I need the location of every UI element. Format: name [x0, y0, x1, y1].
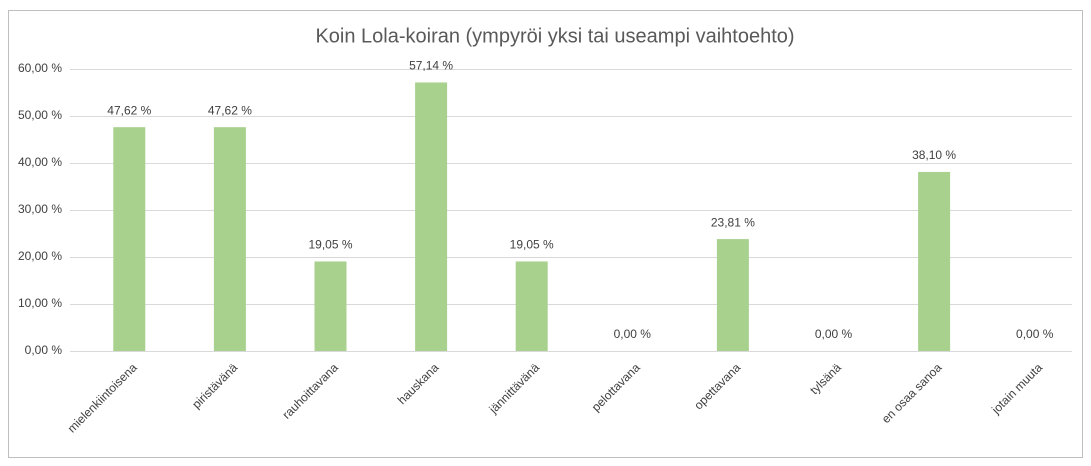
- data-label: 23,81 %: [711, 215, 755, 229]
- data-label: 47,62 %: [107, 103, 151, 117]
- y-tick-label: 10,00 %: [18, 296, 62, 310]
- bar: [213, 127, 246, 351]
- bar: [918, 171, 951, 351]
- data-label: 47,62 %: [208, 103, 252, 117]
- bar: [314, 261, 347, 351]
- y-tick-label: 30,00 %: [18, 202, 62, 216]
- y-tick-label: 0,00 %: [25, 343, 63, 357]
- data-label: 57,14 %: [409, 59, 453, 73]
- chart-border: [8, 10, 1083, 458]
- bar: [113, 127, 146, 351]
- bar: [415, 82, 448, 351]
- y-tick-label: 60,00 %: [18, 61, 62, 75]
- data-label: 19,05 %: [510, 238, 554, 252]
- data-label: 19,05 %: [308, 238, 352, 252]
- chart-title: Koin Lola-koiran (ympyröi yksi tai useam…: [315, 25, 794, 47]
- bar: [515, 261, 548, 351]
- y-tick-label: 20,00 %: [18, 249, 62, 263]
- data-label: 0,00 %: [614, 327, 652, 341]
- y-tick-label: 50,00 %: [18, 108, 62, 122]
- data-label: 0,00 %: [815, 327, 853, 341]
- y-tick-label: 40,00 %: [18, 155, 62, 169]
- bar: [716, 239, 749, 351]
- data-label: 38,10 %: [912, 148, 956, 162]
- data-label: 0,00 %: [1016, 327, 1054, 341]
